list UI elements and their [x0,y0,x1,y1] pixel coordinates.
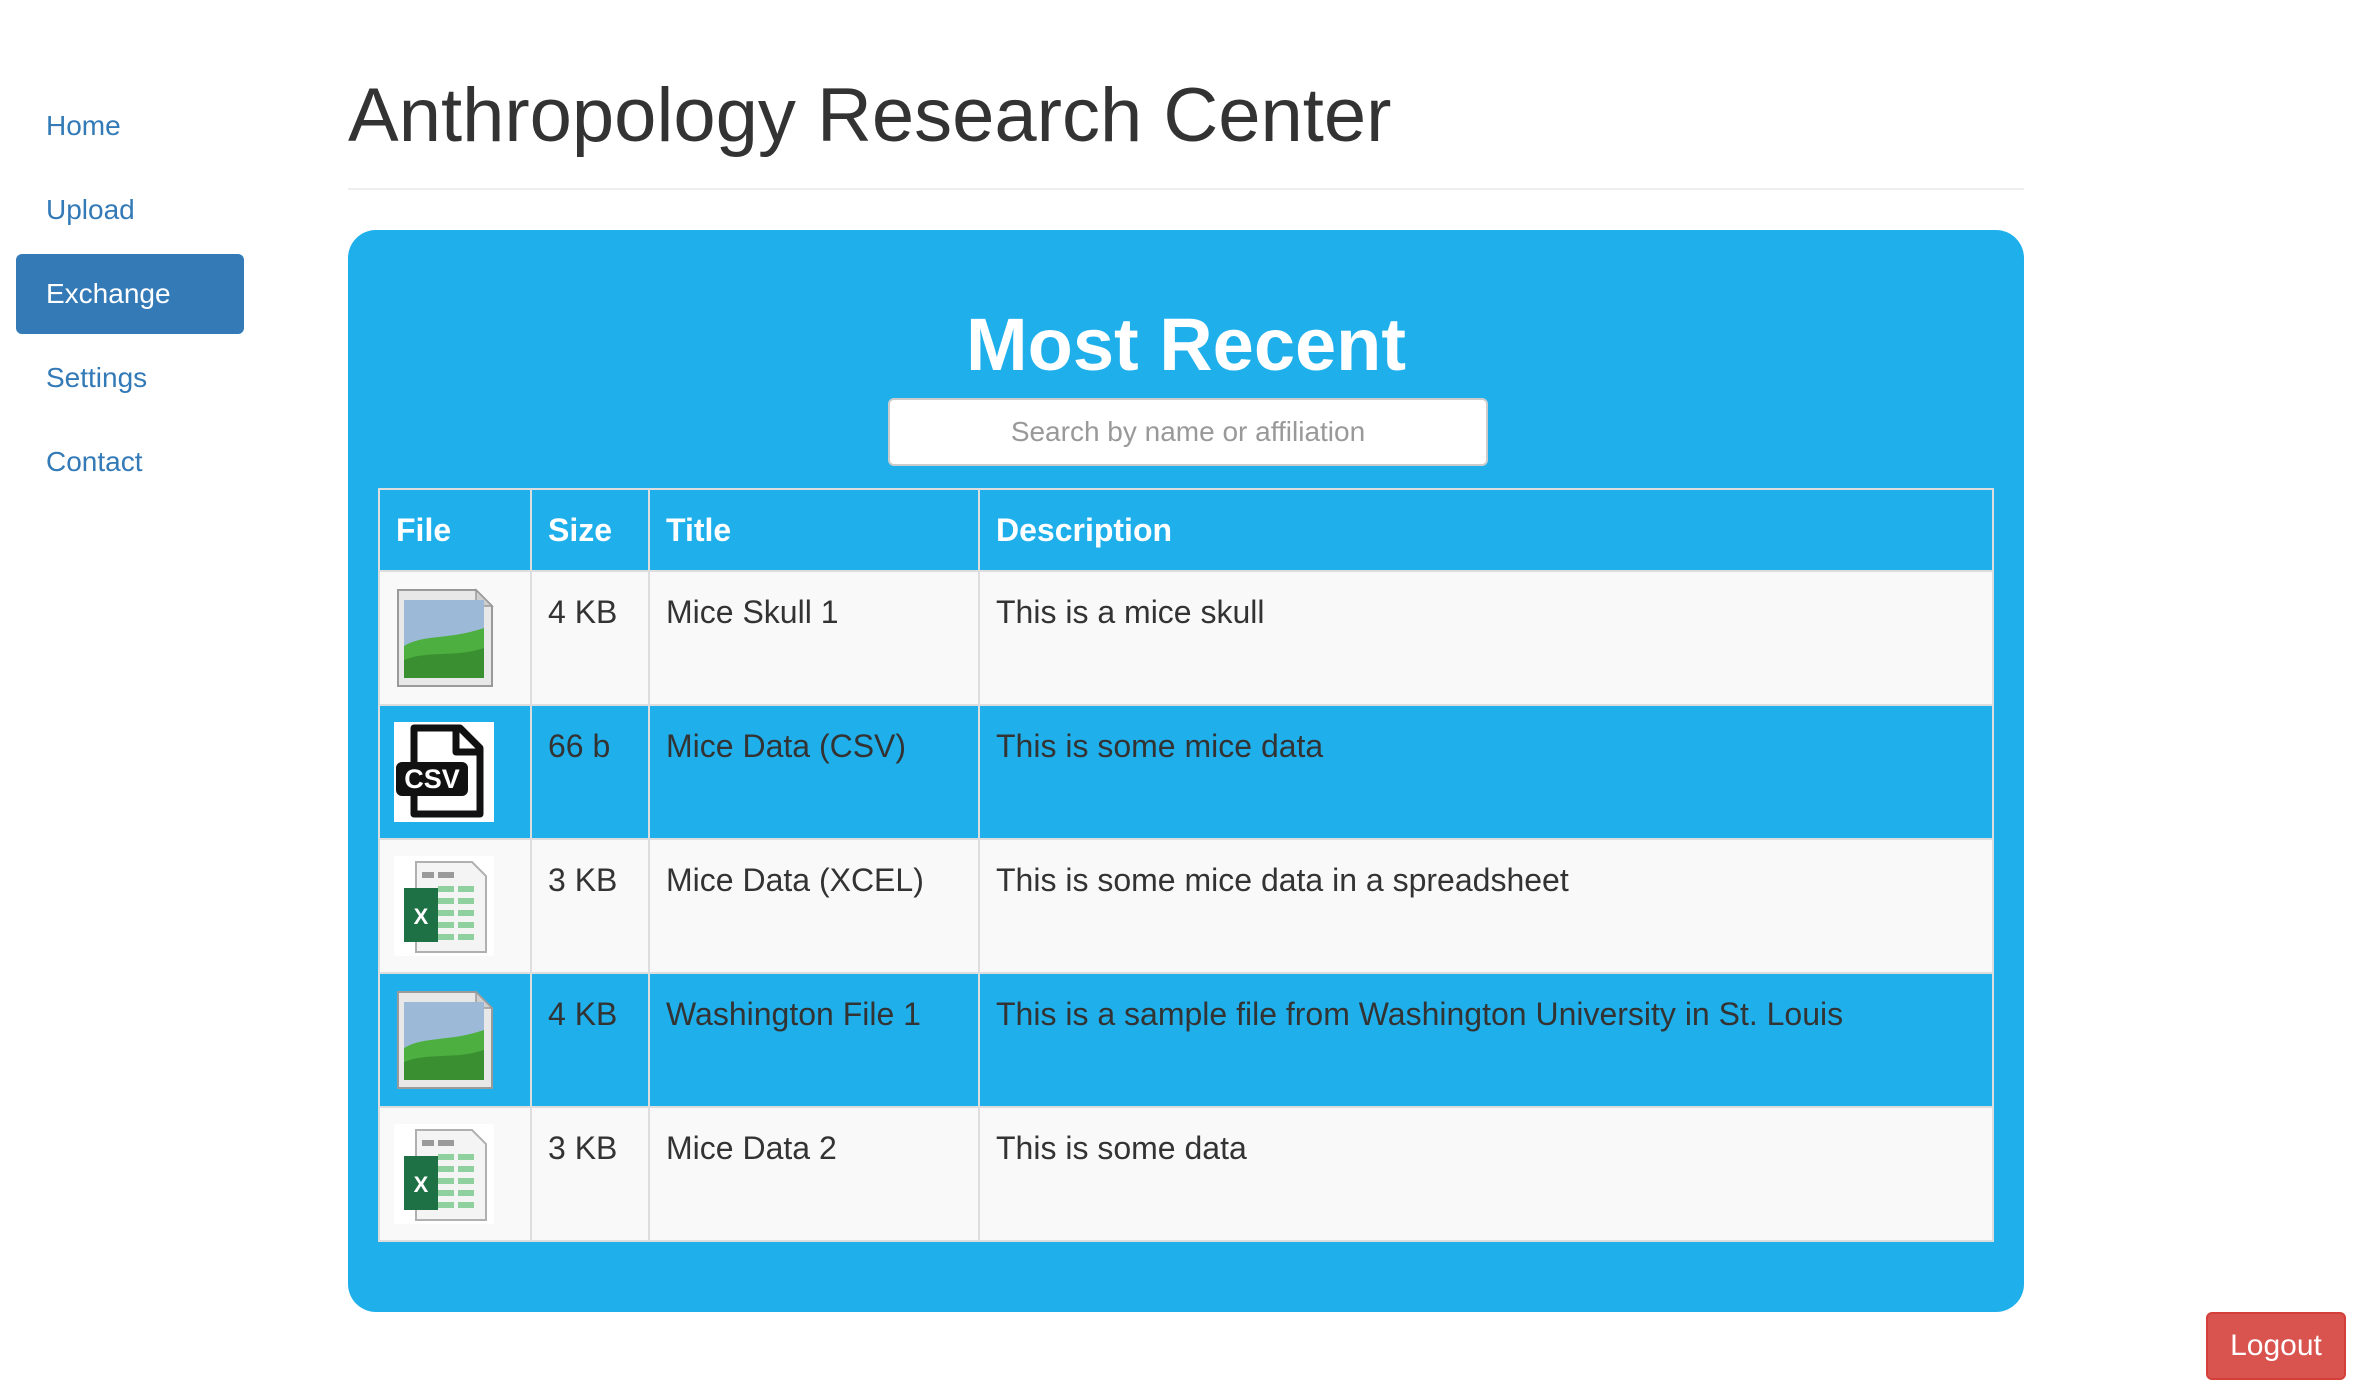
panel-title: Most Recent [966,303,1406,386]
table-row[interactable]: X 3 KB Mice Data (XCEL) This is some mic… [378,838,1994,974]
excel-file-icon[interactable]: X [394,1124,494,1224]
svg-text:X: X [414,1172,429,1197]
header-divider [348,188,2024,190]
file-cell[interactable]: X [378,1106,532,1242]
nav-item-home[interactable]: Home [46,110,121,141]
size-cell: 4 KB [530,570,650,706]
file-cell[interactable] [378,972,532,1108]
title-cell: Mice Data (CSV) [648,704,980,840]
logout-button[interactable]: Logout [2206,1312,2346,1380]
title-cell: Mice Data (XCEL) [648,838,980,974]
description-cell: This is some data [978,1106,1994,1242]
column-header-size[interactable]: Size [530,488,650,572]
size-cell: 3 KB [530,1106,650,1242]
column-header-description[interactable]: Description [978,488,1994,572]
table-header-row: File Size Title Description [378,488,1994,572]
nav-item-exchange[interactable]: Exchange [16,254,244,334]
title-cell: Mice Skull 1 [648,570,980,706]
nav-item-upload[interactable]: Upload [46,194,135,225]
file-cell[interactable]: X [378,838,532,974]
title-cell: Washington File 1 [648,972,980,1108]
svg-text:X: X [414,904,429,929]
description-cell: This is some mice data in a spreadsheet [978,838,1994,974]
column-header-file[interactable]: File [378,488,532,572]
page-title: Anthropology Research Center [348,73,1392,158]
table-row[interactable]: X 3 KB Mice Data 2 This is some data [378,1106,1994,1242]
title-cell: Mice Data 2 [648,1106,980,1242]
size-cell: 66 b [530,704,650,840]
size-cell: 3 KB [530,838,650,974]
search-input[interactable] [888,398,1488,466]
size-cell: 4 KB [530,972,650,1108]
file-cell[interactable]: CSV [378,704,532,840]
files-table: File Size Title Description [378,488,1994,1242]
sidebar-nav: Home Upload Exchange Settings Contact [16,86,244,506]
table-row[interactable]: CSV 66 b Mice Data (CSV) This is some mi… [378,704,1994,840]
description-cell: This is a mice skull [978,570,1994,706]
nav-item-contact[interactable]: Contact [46,446,143,477]
excel-file-icon[interactable]: X [394,856,494,956]
csv-file-icon[interactable]: CSV [394,722,494,822]
description-cell: This is some mice data [978,704,1994,840]
image-file-icon[interactable] [394,990,494,1090]
svg-text:CSV: CSV [404,764,460,794]
table-row[interactable]: 4 KB Mice Skull 1 This is a mice skull [378,570,1994,706]
table-row[interactable]: 4 KB Washington File 1 This is a sample … [378,972,1994,1108]
most-recent-panel: Most Recent File Size Title Description [348,230,2024,1312]
file-cell[interactable] [378,570,532,706]
image-file-icon[interactable] [394,588,494,688]
description-cell: This is a sample file from Washington Un… [978,972,1994,1108]
nav-item-settings[interactable]: Settings [46,362,148,393]
column-header-title[interactable]: Title [648,488,980,572]
